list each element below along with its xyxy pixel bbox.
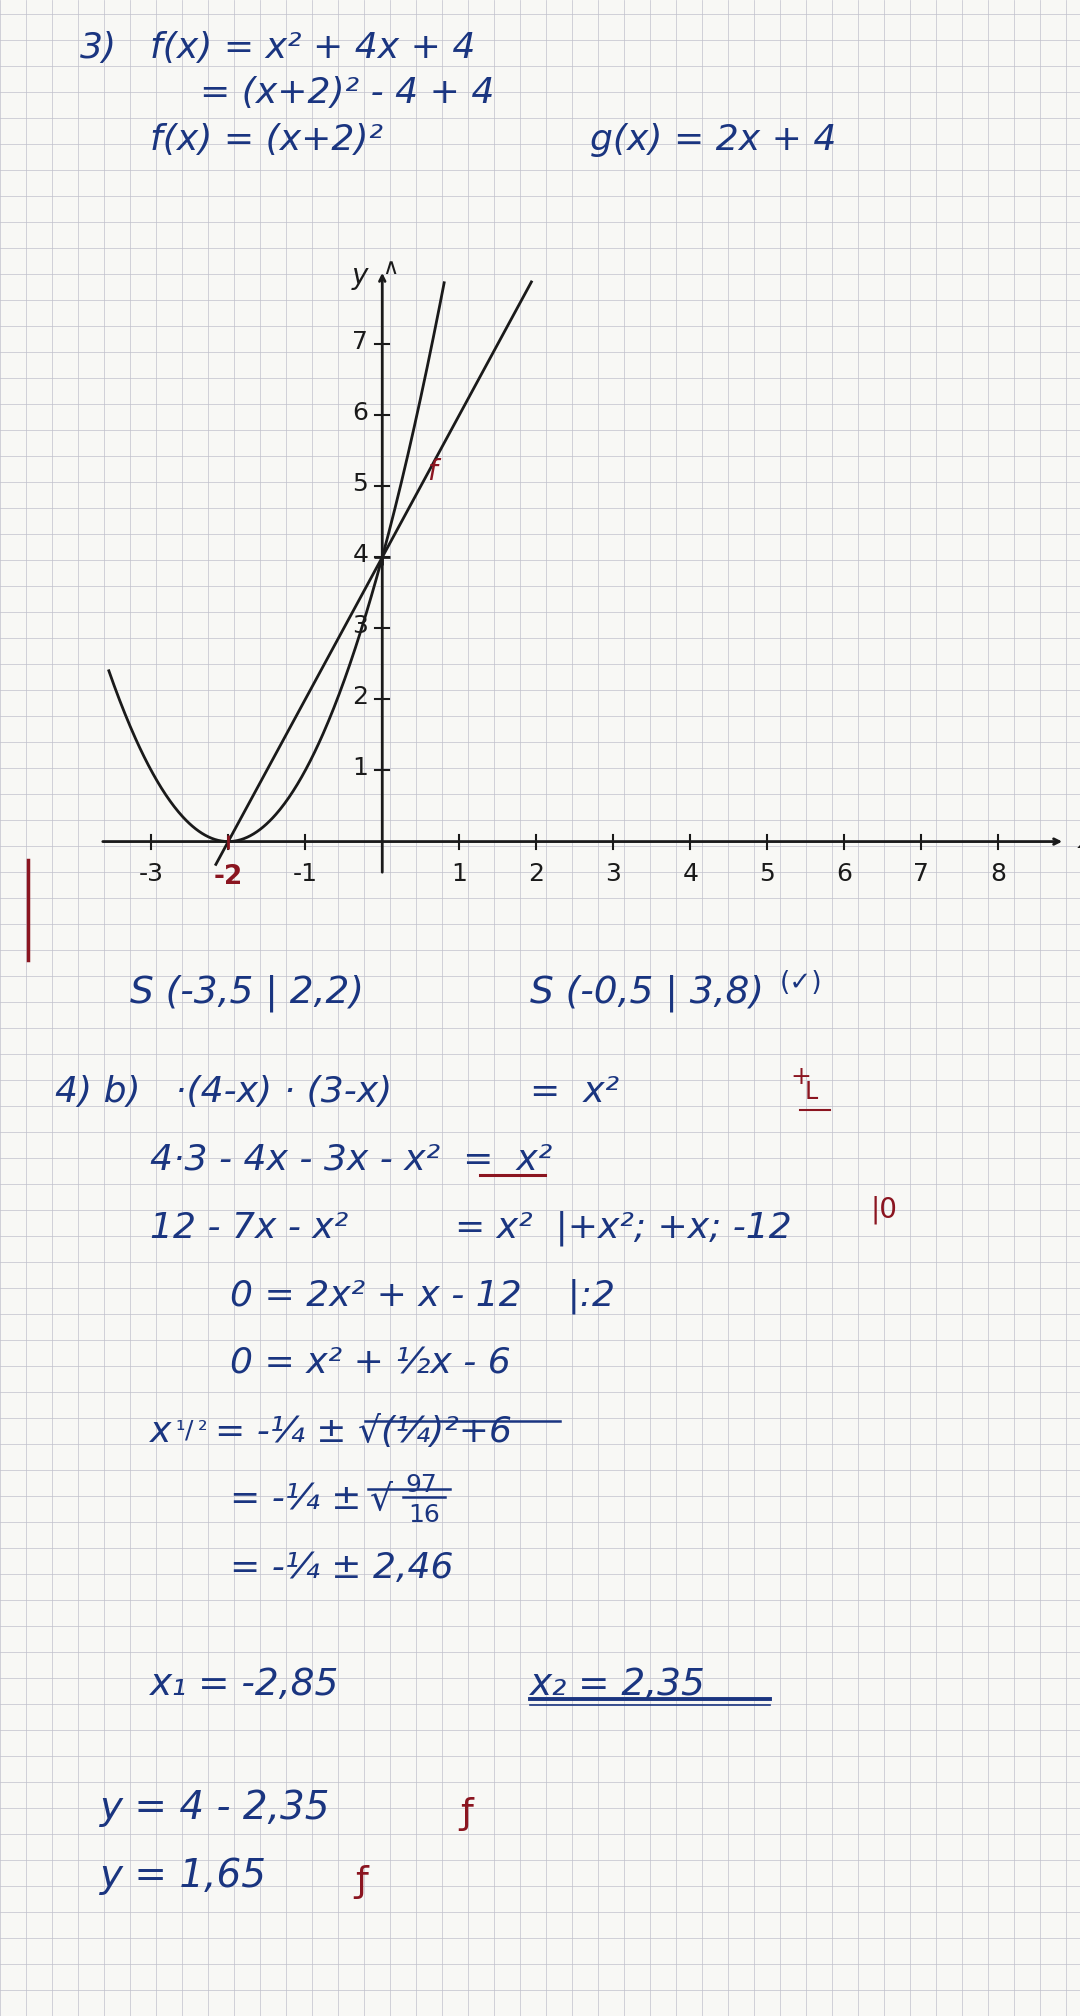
Text: 97: 97	[405, 1474, 436, 1498]
Text: = -¼ ± √(¼)²+6: = -¼ ± √(¼)²+6	[215, 1415, 512, 1450]
Text: -1: -1	[293, 861, 318, 885]
Text: 12 - 7x - x²: 12 - 7x - x²	[150, 1212, 348, 1246]
Text: 7: 7	[914, 861, 929, 885]
Text: f(x) = x² + 4x + 4: f(x) = x² + 4x + 4	[150, 30, 475, 65]
Text: +: +	[789, 1064, 811, 1089]
Text: ·(4-x) · (3-x): ·(4-x) · (3-x)	[175, 1075, 392, 1109]
Text: S (-3,5 | 2,2): S (-3,5 | 2,2)	[130, 976, 364, 1012]
Text: S (-0,5 | 3,8): S (-0,5 | 3,8)	[530, 976, 764, 1012]
Text: 16: 16	[408, 1504, 440, 1526]
Text: f: f	[428, 458, 437, 486]
Text: √: √	[370, 1484, 393, 1516]
Text: = x²  |+x²; +x; -12: = x² |+x²; +x; -12	[455, 1212, 792, 1246]
Text: y = 1,65: y = 1,65	[100, 1857, 267, 1895]
Text: (✓): (✓)	[780, 970, 823, 996]
Text: ƒ: ƒ	[460, 1796, 473, 1831]
Text: ∧: ∧	[382, 258, 399, 278]
Text: x₂ = 2,35: x₂ = 2,35	[530, 1667, 706, 1704]
Text: 5: 5	[759, 861, 775, 885]
Text: 4: 4	[352, 542, 368, 566]
Text: 2: 2	[352, 685, 368, 710]
Text: 7: 7	[352, 331, 368, 355]
Text: 4: 4	[683, 861, 699, 885]
Text: 4·3 - 4x - 3x - x²  =  x²: 4·3 - 4x - 3x - x² = x²	[150, 1143, 552, 1177]
Text: L: L	[805, 1081, 819, 1105]
Text: f(x) = (x+2)²: f(x) = (x+2)²	[150, 123, 383, 157]
Text: y = 4 - 2,35: y = 4 - 2,35	[100, 1788, 330, 1826]
Text: = -¼ ±: = -¼ ±	[230, 1484, 362, 1516]
Text: ₁: ₁	[175, 1411, 185, 1435]
Text: 8: 8	[990, 861, 1007, 885]
Text: -2: -2	[214, 863, 243, 889]
Text: = -¼ ± 2,46: = -¼ ± 2,46	[230, 1550, 454, 1585]
Text: = (x+2)² - 4 + 4: = (x+2)² - 4 + 4	[200, 77, 495, 111]
Text: 6: 6	[836, 861, 852, 885]
Text: 1: 1	[352, 756, 368, 780]
Text: 0 = x² + ½x - 6: 0 = x² + ½x - 6	[230, 1347, 511, 1381]
Text: y: y	[352, 262, 368, 290]
Text: 5: 5	[352, 472, 368, 496]
Text: x: x	[150, 1415, 172, 1450]
Text: /: /	[185, 1419, 193, 1443]
Text: 2: 2	[528, 861, 544, 885]
Text: 1: 1	[451, 861, 468, 885]
Text: 3: 3	[352, 615, 368, 639]
Text: =  x²: = x²	[530, 1075, 619, 1109]
Text: 6: 6	[352, 401, 368, 425]
Text: -3: -3	[138, 861, 164, 885]
Text: 0 = 2x² + x - 12    |:2: 0 = 2x² + x - 12 |:2	[230, 1278, 615, 1314]
Text: x₁ = -2,85: x₁ = -2,85	[150, 1667, 339, 1704]
Text: ƒ: ƒ	[355, 1865, 368, 1899]
Text: 4) b): 4) b)	[55, 1075, 140, 1109]
Text: x: x	[1078, 827, 1080, 853]
Text: 3: 3	[606, 861, 621, 885]
Text: 3): 3)	[80, 30, 117, 65]
Text: g(x) = 2x + 4: g(x) = 2x + 4	[590, 123, 836, 157]
Text: |0: |0	[870, 1195, 897, 1224]
Text: ₂: ₂	[198, 1411, 207, 1435]
